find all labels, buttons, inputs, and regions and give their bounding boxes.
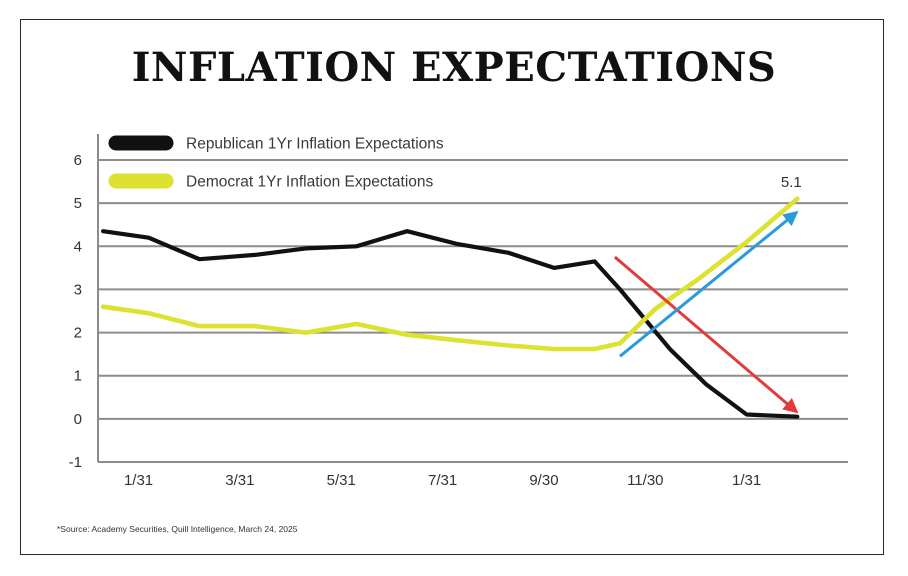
end-value-annotation: 5.1 [781, 174, 802, 191]
x-tick-label: 11/30 [627, 472, 663, 489]
legend-label-democrat: Democrat 1Yr Inflation Expectations [186, 174, 434, 191]
y-tick-label: 6 [74, 152, 82, 169]
x-tick-label: 1/31 [732, 472, 761, 489]
y-tick-label: -1 [69, 454, 82, 471]
republican-trend-arrow [613, 255, 799, 414]
y-tick-label: 0 [74, 411, 82, 428]
democrat-trend-arrow [619, 210, 799, 358]
y-tick-label: 4 [74, 238, 82, 255]
x-tick-label: 3/31 [225, 472, 254, 489]
x-tick-label: 5/31 [327, 472, 356, 489]
x-tick-label: 9/30 [529, 472, 558, 489]
republican-series-line [100, 229, 800, 419]
source-note: *Source: Academy Securities, Quill Intel… [57, 524, 298, 534]
y-tick-label: 3 [74, 281, 82, 298]
chart-frame [20, 19, 884, 555]
x-tick-label: 7/31 [428, 472, 457, 489]
y-tick-label: 2 [74, 325, 82, 342]
x-tick-label: 1/31 [124, 472, 153, 489]
y-tick-label: 1 [74, 368, 82, 385]
y-tick-label: 5 [74, 195, 82, 212]
chart-title: INFLATION EXPECTATIONS [131, 44, 777, 91]
legend-label-republican: Republican 1Yr Inflation Expectations [186, 136, 444, 153]
democrat-series-line [100, 196, 800, 352]
